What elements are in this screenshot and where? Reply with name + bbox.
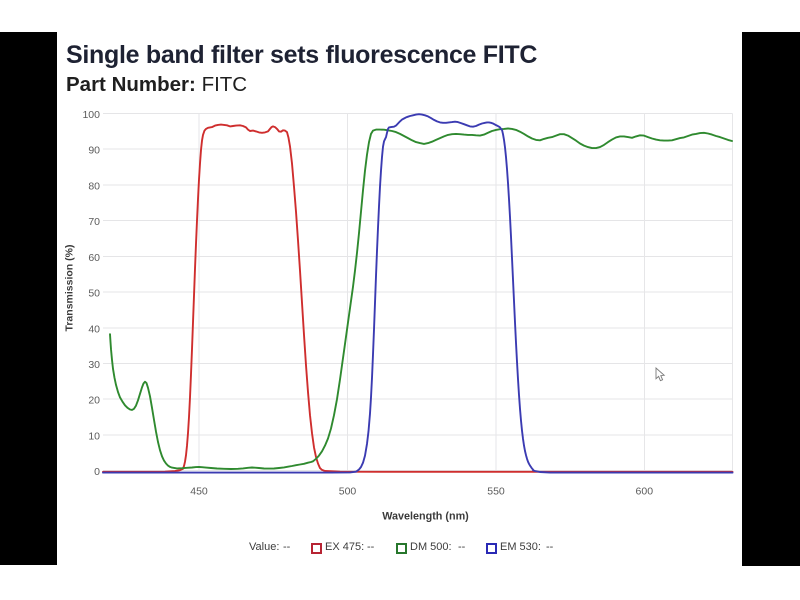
- svg-text:500: 500: [339, 486, 357, 498]
- svg-text:40: 40: [88, 323, 100, 335]
- svg-text:90: 90: [88, 145, 100, 157]
- svg-text:550: 550: [487, 486, 505, 498]
- svg-text:30: 30: [88, 359, 100, 371]
- svg-text:Transmission (%): Transmission (%): [64, 245, 76, 332]
- svg-text:10: 10: [88, 430, 100, 442]
- svg-text:450: 450: [190, 486, 208, 498]
- svg-text:50: 50: [88, 288, 100, 300]
- svg-text:600: 600: [636, 486, 654, 498]
- svg-text:0: 0: [94, 466, 100, 478]
- svg-text:20: 20: [88, 395, 100, 407]
- svg-text:100: 100: [82, 109, 100, 121]
- svg-text:80: 80: [88, 180, 100, 192]
- svg-text:Wavelength (nm): Wavelength (nm): [382, 511, 469, 523]
- svg-text:60: 60: [88, 252, 100, 264]
- svg-text:70: 70: [88, 216, 100, 228]
